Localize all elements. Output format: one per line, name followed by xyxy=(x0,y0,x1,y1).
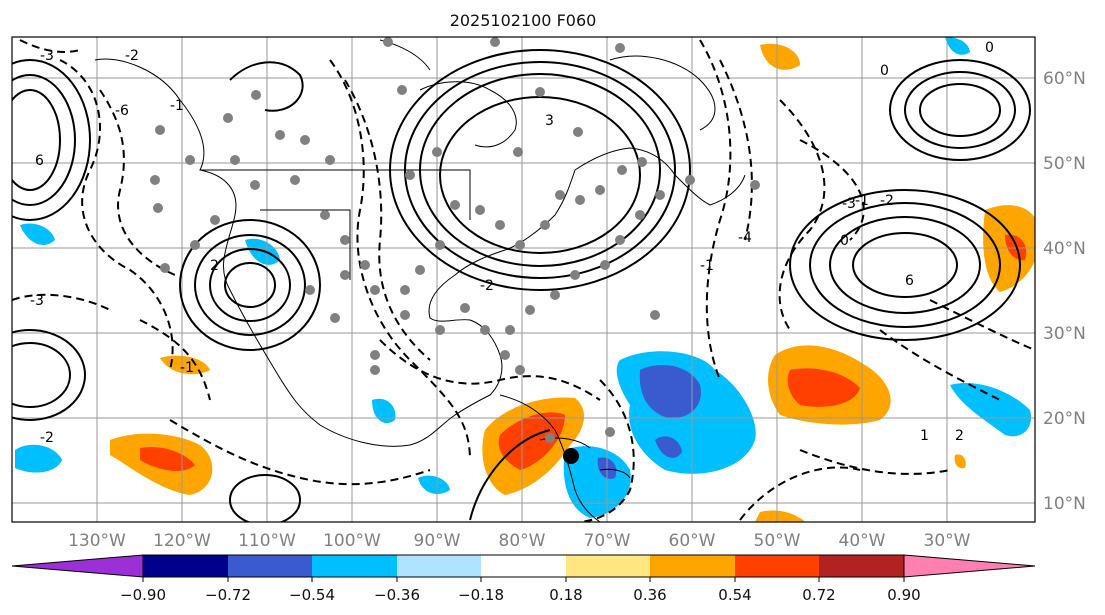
colorbar-tick: −0.18 xyxy=(458,586,504,604)
colorbar-tick-labels: −0.90 −0.72 −0.54 −0.36 −0.18 0.18 0.36 … xyxy=(120,586,921,604)
colorbar-tick: 0.18 xyxy=(549,586,582,604)
svg-text:-1: -1 xyxy=(700,258,714,274)
svg-text:3: 3 xyxy=(545,113,554,129)
lon-label: 40°W xyxy=(839,531,886,551)
svg-text:-3: -3 xyxy=(842,196,856,212)
svg-text:1: 1 xyxy=(920,428,929,444)
lon-label: 130°W xyxy=(68,531,126,551)
colorbar-segment xyxy=(566,555,650,577)
map-panel: -3 -2 -1 0 -1 -2 -3 -4 2 3 6 -6 -3 -2 -1… xyxy=(12,37,1035,522)
map-title: 2025102100 F060 xyxy=(450,11,597,30)
lon-label: 80°W xyxy=(499,531,546,551)
highlight-marker xyxy=(563,448,579,464)
colorbar-segment xyxy=(481,555,566,577)
colorbar-segment xyxy=(143,555,228,577)
strong-negative-core xyxy=(639,365,701,419)
colorbar-tick: −0.72 xyxy=(205,586,251,604)
svg-text:-3: -3 xyxy=(30,293,44,309)
colorbar-segment xyxy=(228,555,312,577)
svg-text:-3: -3 xyxy=(40,48,54,64)
lon-label: 100°W xyxy=(323,531,381,551)
station-markers xyxy=(150,37,760,443)
svg-text:0: 0 xyxy=(840,233,849,249)
svg-text:-6: -6 xyxy=(115,103,129,119)
latitude-labels: 60°N 50°N 40°N 30°N 20°N 10°N xyxy=(1043,69,1086,514)
lat-label: 30°N xyxy=(1043,324,1086,344)
colorbar-segment xyxy=(735,555,819,577)
lon-label: 120°W xyxy=(153,531,211,551)
colorbar-segment xyxy=(397,555,481,577)
svg-text:-2: -2 xyxy=(880,193,894,209)
colorbar-extend-left xyxy=(11,554,144,578)
colorbar-extend-right xyxy=(903,554,1036,578)
negative-contours xyxy=(12,39,1035,522)
colorbar-tick: 0.54 xyxy=(718,586,751,604)
lon-label: 110°W xyxy=(238,531,296,551)
lat-label: 60°N xyxy=(1043,69,1086,89)
svg-text:-4: -4 xyxy=(738,230,752,246)
lon-label: 70°W xyxy=(584,531,631,551)
positive-contours xyxy=(12,49,1031,522)
lon-label: 30°W xyxy=(924,531,971,551)
colorbar-tick: 0.36 xyxy=(633,586,666,604)
longitude-labels: 130°W 120°W 110°W 100°W 90°W 80°W 70°W 6… xyxy=(68,531,971,551)
colorbar-tick: 0.90 xyxy=(887,586,920,604)
contour-labels: -3 -2 -1 0 -1 -2 -3 -4 2 3 6 -6 -3 -2 -1… xyxy=(30,40,994,446)
svg-text:-1: -1 xyxy=(180,360,194,376)
colorbar-segment xyxy=(819,555,904,577)
graticule xyxy=(12,37,1035,522)
lon-label: 50°W xyxy=(754,531,801,551)
colorbar-segment xyxy=(650,555,735,577)
lat-label: 20°N xyxy=(1043,409,1086,429)
lon-label: 90°W xyxy=(414,531,461,551)
colorbar-tick: −0.90 xyxy=(120,586,166,604)
svg-text:6: 6 xyxy=(905,273,914,289)
svg-text:2: 2 xyxy=(210,258,219,274)
svg-text:6: 6 xyxy=(35,153,44,169)
colorbar-tick: 0.72 xyxy=(802,586,835,604)
svg-text:2: 2 xyxy=(955,428,964,444)
colorbar-segment xyxy=(312,555,397,577)
svg-text:-2: -2 xyxy=(40,430,54,446)
svg-text:-1: -1 xyxy=(855,193,869,209)
svg-text:-2: -2 xyxy=(480,278,494,294)
colorbar-tick: −0.36 xyxy=(374,586,420,604)
svg-text:0: 0 xyxy=(880,63,889,79)
svg-text:-2: -2 xyxy=(125,48,139,64)
colorbar-tick: −0.54 xyxy=(289,586,335,604)
lat-label: 50°N xyxy=(1043,154,1086,174)
lon-label: 60°W xyxy=(669,531,716,551)
lat-label: 40°N xyxy=(1043,239,1086,259)
map-frame xyxy=(11,36,1036,523)
colorbar: −0.90 −0.72 −0.54 −0.36 −0.18 0.18 0.36 … xyxy=(11,554,1036,604)
shaded-anomalies xyxy=(15,37,1035,522)
svg-text:-1: -1 xyxy=(170,98,184,114)
lat-label: 10°N xyxy=(1043,494,1086,514)
svg-text:0: 0 xyxy=(985,40,994,56)
